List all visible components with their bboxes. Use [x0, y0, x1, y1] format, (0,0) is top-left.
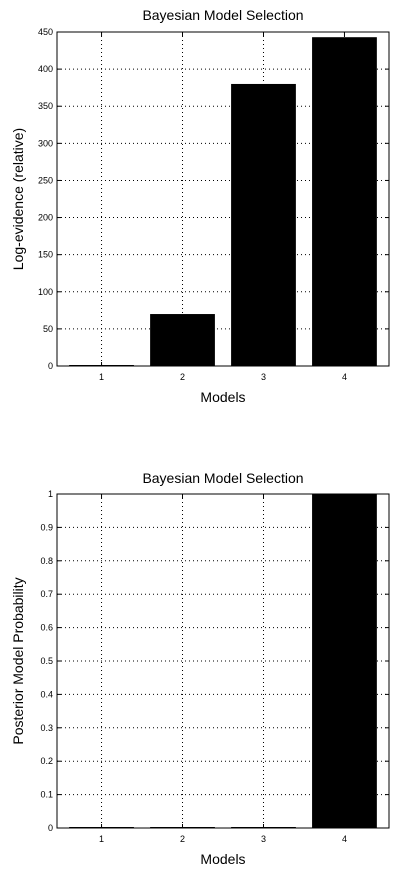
bar-model-4 — [312, 494, 377, 828]
chart-2: Bayesian Model Selection 0 0.1 0.2 0.3 0.4 0.… — [10, 470, 390, 867]
y-tick-label: 0.6 — [40, 623, 53, 633]
y-tick-label: 300 — [38, 138, 53, 148]
x-tick-label: 4 — [342, 372, 347, 382]
x-tick-label: 3 — [261, 372, 266, 382]
x-tick-label: 3 — [261, 834, 266, 844]
y-tick-label: 450 — [38, 27, 53, 37]
y-tick-label: 50 — [43, 324, 53, 334]
y-tick-label: 100 — [38, 287, 53, 297]
chart-2-x-axis-label: Models — [200, 851, 245, 867]
chart-1-y-axis-label: Log-evidence (relative) — [10, 128, 26, 270]
chart-2-ticks: 0 0.1 0.2 0.3 0.4 0.5 0.6 0.7 0.8 0.9 1 1 2 3 4 — [40, 489, 389, 844]
y-tick-label: 350 — [38, 101, 53, 111]
x-tick-label: 1 — [99, 834, 104, 844]
y-tick-label: 150 — [38, 250, 53, 260]
chart-2-bars — [69, 494, 377, 828]
chart-1-x-axis-label: Models — [200, 389, 245, 405]
y-tick-label: 0.2 — [40, 756, 53, 766]
x-tick-label: 2 — [180, 834, 185, 844]
chart-1-plot-frame — [56, 31, 390, 367]
y-tick-label: 0.5 — [40, 656, 53, 666]
x-tick-label: 4 — [342, 834, 347, 844]
chart-1-bars — [69, 37, 377, 366]
chart-1-ticks: 0 50 100 150 200 250 300 350 400 450 1 2 3 4 — [38, 27, 389, 382]
y-tick-label: 400 — [38, 64, 53, 74]
y-tick-label: 0.7 — [40, 589, 53, 599]
y-tick-label: 0.1 — [40, 790, 53, 800]
y-tick-label: 0.4 — [40, 689, 53, 699]
y-tick-label: 0.9 — [40, 522, 53, 532]
bar-model-3 — [231, 83, 296, 366]
y-tick-label: 0 — [48, 823, 53, 833]
x-tick-label: 2 — [180, 372, 185, 382]
bar-model-4 — [312, 37, 377, 366]
y-tick-label: 250 — [38, 175, 53, 185]
chart-1: Bayesian Model Selection 0 50 100 150 200 250… — [10, 7, 390, 405]
chart-2-y-axis-label: Posterior Model Probability — [10, 577, 26, 744]
y-tick-label: 1 — [48, 489, 53, 499]
y-tick-label: 0 — [48, 361, 53, 371]
x-tick-label: 1 — [99, 372, 104, 382]
y-tick-label: 0.8 — [40, 556, 53, 566]
chart-1-title: Bayesian Model Selection — [142, 7, 303, 23]
y-tick-label: 0.3 — [40, 723, 53, 733]
bar-model-2 — [150, 314, 215, 366]
chart-2-title: Bayesian Model Selection — [142, 470, 303, 486]
y-tick-label: 200 — [38, 213, 53, 223]
